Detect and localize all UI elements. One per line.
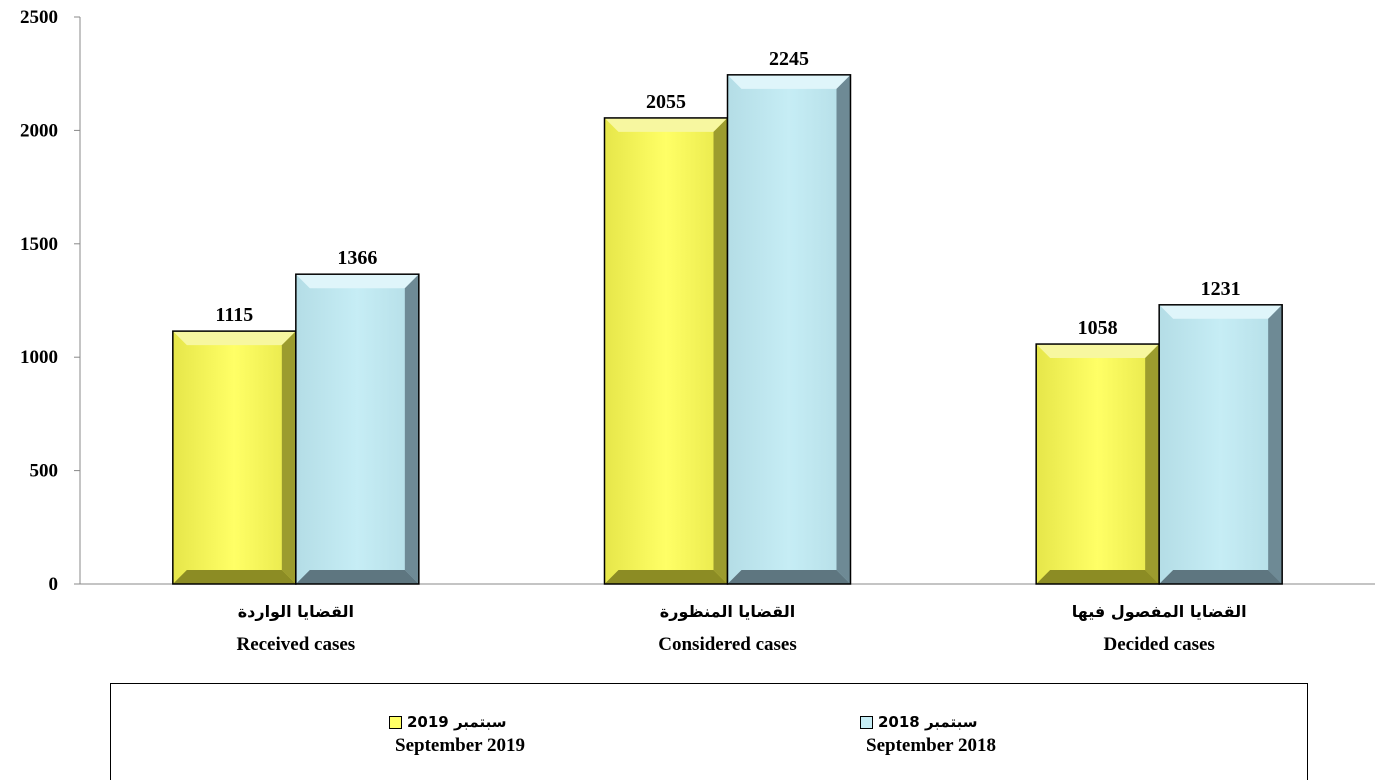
bar-bevel-top: [1036, 344, 1160, 359]
x-tick-label-en: Received cases: [236, 634, 355, 655]
bar-face: [1159, 304, 1283, 584]
legend-item-2018: سبتمبر 2018 September 2018: [860, 710, 996, 758]
bar-0-0: [172, 330, 297, 585]
labels: 1115 1366 القضايا الواردة Received cases 205…: [215, 48, 1246, 655]
data-label: 2055: [646, 91, 686, 113]
bar-2-0: [1035, 343, 1160, 585]
bar-face: [1036, 344, 1160, 584]
bar-chart: 0 500 1000 1500 2000 2500 1115 1366 القضايا الو…: [20, 7, 1375, 655]
legend-label-en-2018: September 2018: [866, 735, 996, 756]
bar-face: [295, 274, 419, 584]
y-tick-label: 1000: [20, 347, 58, 368]
bar-bevel-top: [727, 74, 851, 89]
bars: [172, 74, 1283, 585]
bar-bevel-right: [1145, 344, 1160, 584]
bar-0-1: [295, 273, 420, 585]
bar-bevel-right: [1268, 304, 1283, 584]
legend-label-en-2019: September 2019: [395, 735, 525, 756]
x-tick-label-en: Decided cases: [1103, 634, 1214, 655]
bar-bevel-right: [713, 117, 728, 585]
bar-bevel-bottom: [604, 570, 728, 584]
bar-bevel-top: [172, 331, 296, 346]
legend-swatch-2019: [389, 715, 402, 729]
data-label: 1366: [337, 247, 377, 269]
data-label: 1115: [215, 304, 253, 326]
bar-face: [604, 117, 728, 585]
y-tick-label: 0: [49, 574, 59, 595]
bar-outline: [726, 74, 852, 585]
bar-bevel-top: [604, 117, 728, 132]
y-tick-label: 2000: [20, 120, 58, 141]
bar-bevel-top: [295, 274, 419, 289]
y-tick-label: 500: [30, 461, 59, 482]
x-tick-label-ar: القضايا الواردة: [238, 602, 354, 621]
bar-1-1: [726, 74, 852, 585]
bar-bevel-bottom: [295, 570, 419, 584]
y-tick-label: 1500: [20, 234, 58, 255]
bar-bevel-right: [836, 74, 851, 585]
legend-label-ar-2018: سبتمبر 2018: [878, 713, 978, 731]
bar-bevel-bottom: [1159, 570, 1283, 584]
bar-bevel-top: [1159, 304, 1283, 319]
y-tick-label: 2500: [20, 7, 58, 28]
bar-face: [727, 74, 851, 585]
bar-2-1: [1158, 304, 1283, 585]
bar-bevel-bottom: [727, 570, 851, 584]
legend-swatch-2018: [860, 715, 873, 729]
bar-face: [172, 331, 296, 584]
bar-bevel-bottom: [172, 570, 296, 584]
data-label: 1058: [1078, 317, 1118, 339]
bar-bevel-bottom: [1036, 570, 1160, 584]
data-label: 1231: [1201, 278, 1241, 300]
x-tick-label-ar: القضايا المفصول فيها: [1072, 602, 1247, 621]
bar-bevel-right: [404, 274, 419, 584]
bar-bevel-right: [281, 331, 296, 584]
x-tick-label-ar: القضايا المنظورة: [660, 602, 795, 621]
legend-label-ar-2019: سبتمبر 2019: [407, 713, 507, 731]
data-label: 2245: [769, 48, 809, 70]
bar-1-0: [603, 117, 729, 585]
legend: سبتمبر 2019 September 2019 سبتمبر 2018 S…: [110, 683, 1308, 780]
bar-outline: [1158, 304, 1283, 585]
legend-item-2019: سبتمبر 2019 September 2019: [389, 710, 525, 758]
bar-outline: [295, 273, 420, 585]
x-tick-label-en: Considered cases: [658, 634, 796, 655]
